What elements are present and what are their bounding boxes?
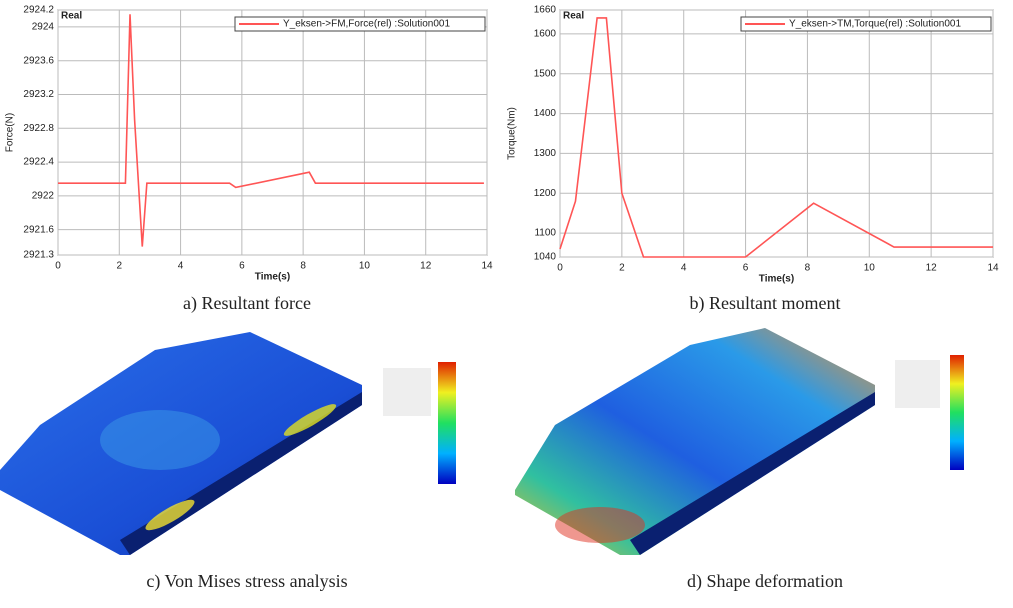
x-tick-label: 6 [239,261,245,272]
x-tick-label: 0 [557,263,563,274]
y-tick-label: 2923.2 [23,89,54,100]
x-tick-label: 14 [987,263,999,274]
y-tick-label: 1660 [534,5,557,16]
page: 2921.3 2921.6 2922 2922.4 2922.8 2923.2 2923.6… [0,0,1013,608]
y-tick-label: 2923.6 [23,55,54,66]
deformation-model [515,328,964,555]
x-tick-label: 12 [926,263,938,274]
figure: 2921.3 2921.6 2922 2922.4 2922.8 2923.2 2923.6… [0,0,1013,603]
x-tick-label: 0 [55,261,61,272]
caption: c) Von Mises stress analysis [146,571,347,592]
x-tick-label: 10 [864,263,876,274]
y-axis-label: Torque(Nm) [507,107,518,160]
legend-label: Y_eksen->TM,Torque(rel) :Solution001 [789,19,961,30]
plot-area [58,10,487,255]
x-axis-label: Time(s) [759,274,794,285]
x-tick-label: 12 [420,261,432,272]
plot-area [560,10,993,257]
y-tick-label: 1600 [534,29,557,40]
y-tick-label: 2921.6 [23,224,54,235]
legend-label: Y_eksen->FM,Force(rel) :Solution001 [283,19,450,30]
x-tick-label: 10 [359,261,371,272]
x-tick-label: 4 [681,263,687,274]
corner-label: Real [563,11,584,22]
x-tick-label: 6 [743,263,749,274]
x-tick-label: 8 [300,261,306,272]
y-tick-label: 1500 [534,68,557,79]
y-tick-label: 2921.3 [23,250,54,261]
x-tick-label: 14 [481,261,493,272]
y-tick-label: 1200 [534,188,557,199]
y-tick-label: 1400 [534,108,557,119]
corner-label: Real [61,11,82,22]
y-tick-label: 2924 [32,22,55,33]
y-tick-label: 1100 [534,228,556,239]
stress-model [0,332,456,555]
y-tick-label: 2922.4 [23,157,54,168]
y-axis-label: Force(N) [5,113,16,152]
y-tick-label: 2922.8 [23,123,54,134]
caption: b) Resultant moment [690,293,841,314]
x-tick-label: 4 [178,261,184,272]
x-tick-label: 2 [117,261,123,272]
y-tick-label: 2924.2 [23,5,54,16]
x-tick-label: 2 [619,263,625,274]
y-tick-label: 2922 [32,191,55,202]
y-tick-label: 1040 [534,252,557,263]
x-tick-label: 8 [805,263,811,274]
caption: a) Resultant force [183,293,311,314]
y-tick-label: 1300 [534,148,557,159]
caption: d) Shape deformation [687,571,843,592]
x-axis-label: Time(s) [255,272,290,283]
